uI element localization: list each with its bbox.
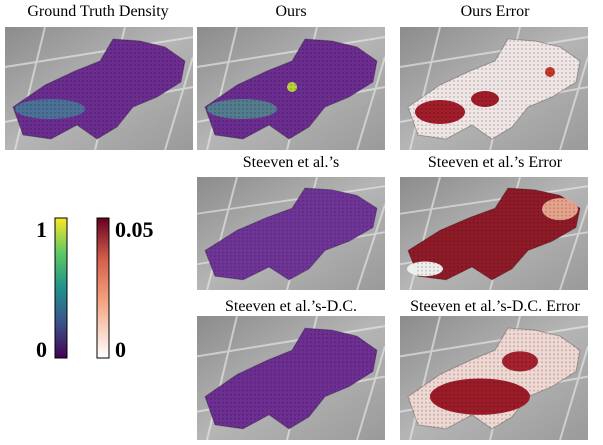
panel-title: Steeven et al.’s Error bbox=[428, 154, 563, 171]
colorbar-label: 0.05 bbox=[115, 217, 154, 242]
render-image bbox=[197, 27, 385, 150]
colorbar bbox=[97, 218, 109, 358]
panel-title: Steeven et al.’s bbox=[243, 154, 339, 171]
colorbar bbox=[55, 218, 67, 358]
render-image bbox=[400, 27, 588, 150]
render-image bbox=[197, 177, 385, 290]
panel-title: Ours bbox=[275, 3, 306, 20]
render-image bbox=[400, 316, 588, 440]
render-image bbox=[5, 27, 193, 150]
panel-title: Steeven et al.’s-D.C. bbox=[225, 298, 357, 315]
colorbar-label: 0 bbox=[36, 337, 47, 362]
colorbar-label: 0 bbox=[115, 337, 126, 362]
render-image bbox=[197, 316, 385, 440]
panel-title: Ground Truth Density bbox=[27, 3, 168, 20]
colorbar-label: 1 bbox=[36, 217, 47, 242]
figure: Ground Truth Density Ours Ours Error Ste… bbox=[0, 0, 603, 445]
panel-title: Ours Error bbox=[461, 3, 531, 20]
render-image bbox=[400, 177, 588, 290]
panel-title: Steeven et al.’s-D.C. Error bbox=[410, 298, 580, 315]
